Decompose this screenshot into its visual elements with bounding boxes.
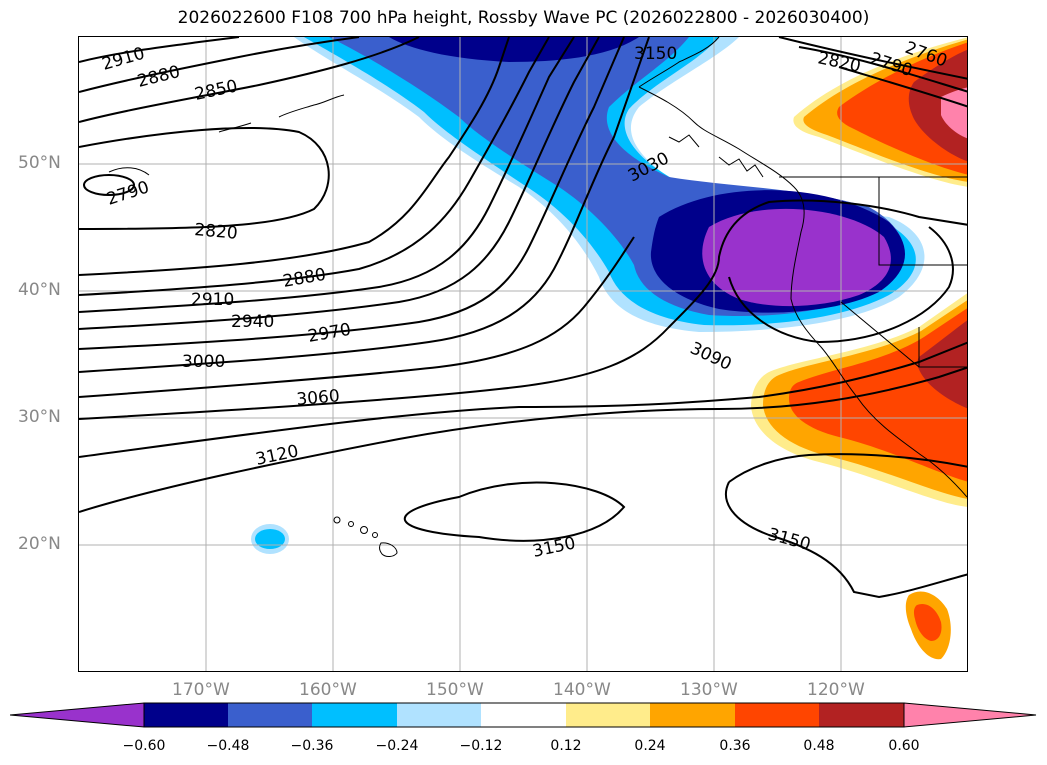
contour-label: 3150 xyxy=(634,44,677,64)
lon-label-130w: 130°W xyxy=(680,680,738,700)
colorbar-tick: −0.24 xyxy=(375,738,419,754)
colorbar-tick: 0.24 xyxy=(634,738,666,754)
lat-label-50n: 50°N xyxy=(18,153,61,173)
colorbar-tick: 0.48 xyxy=(803,738,835,754)
colorbar-tick: 0.36 xyxy=(719,738,751,754)
map-panel[interactable]: 2910 2880 2850 2790 2820 2880 2910 2940 … xyxy=(78,36,968,672)
colorbar-tick: −0.12 xyxy=(459,738,503,754)
contour-label: 3090 xyxy=(687,338,735,374)
contour-label: 3000 xyxy=(182,352,225,372)
contour-label: 3150 xyxy=(531,533,577,562)
lat-label-30n: 30°N xyxy=(18,407,61,427)
contour-label: 2790 xyxy=(104,177,151,209)
contour-label: 2820 xyxy=(816,48,862,77)
lon-label-140w: 140°W xyxy=(553,680,611,700)
anomaly-positive-mexico-inner xyxy=(913,603,942,641)
lat-label-40n: 40°N xyxy=(18,280,61,300)
colorbar-segment xyxy=(397,703,481,727)
colorbar-tick: −0.60 xyxy=(122,738,166,754)
colorbar-tick: 0.12 xyxy=(550,738,582,754)
colorbar-segment xyxy=(819,703,904,727)
colorbar-segment xyxy=(228,703,312,727)
colorbar-segment xyxy=(650,703,735,727)
contour-label: 3120 xyxy=(254,441,300,470)
lat-label-20n: 20°N xyxy=(18,534,61,554)
height-contours xyxy=(79,37,967,599)
coastlines xyxy=(108,37,967,498)
colorbar-tick: −0.48 xyxy=(206,738,250,754)
anomaly-positive-sw-048 xyxy=(917,320,967,409)
contour-label: 2940 xyxy=(231,312,274,332)
colorbar-segment xyxy=(144,703,228,727)
contour-label: 3060 xyxy=(296,386,341,410)
colorbar-segment xyxy=(312,703,397,727)
colorbar-segment xyxy=(481,703,566,727)
contour-label: 2970 xyxy=(306,320,352,347)
contour-label: 2880 xyxy=(281,265,327,292)
hawaiian-islands xyxy=(333,516,398,557)
colorbar-segment-gt-060 xyxy=(903,702,1037,728)
lon-label-120w: 120°W xyxy=(807,680,865,700)
lon-label-150w: 150°W xyxy=(426,680,484,700)
contour-label: 2820 xyxy=(194,220,239,244)
contour-label: 2880 xyxy=(135,62,182,92)
contour-label: 2910 xyxy=(100,44,147,75)
colorbar-segment-lt-neg060 xyxy=(10,702,145,728)
map-canvas: 2910 2880 2850 2790 2820 2880 2910 2940 … xyxy=(79,37,967,671)
lon-label-160w: 160°W xyxy=(299,680,357,700)
contour-label: 2850 xyxy=(193,76,239,105)
colorbar-segment xyxy=(566,703,650,727)
colorbar-tick: 0.60 xyxy=(888,738,920,754)
anomaly-positive-sw-036 xyxy=(789,308,967,482)
colorbar-segment xyxy=(735,703,819,727)
contour-label: 3150 xyxy=(766,525,813,556)
map-title: 2026022600 F108 700 hPa height, Rossby W… xyxy=(177,8,870,28)
colorbar xyxy=(10,702,1037,728)
anomaly-negative-060 xyxy=(702,208,891,307)
gridlines xyxy=(79,37,967,671)
contour-label: 2910 xyxy=(191,290,234,310)
anomaly-negative-hawaii-inner xyxy=(255,529,285,549)
lon-label-170w: 170°W xyxy=(172,680,230,700)
colorbar-tick: −0.36 xyxy=(290,738,334,754)
